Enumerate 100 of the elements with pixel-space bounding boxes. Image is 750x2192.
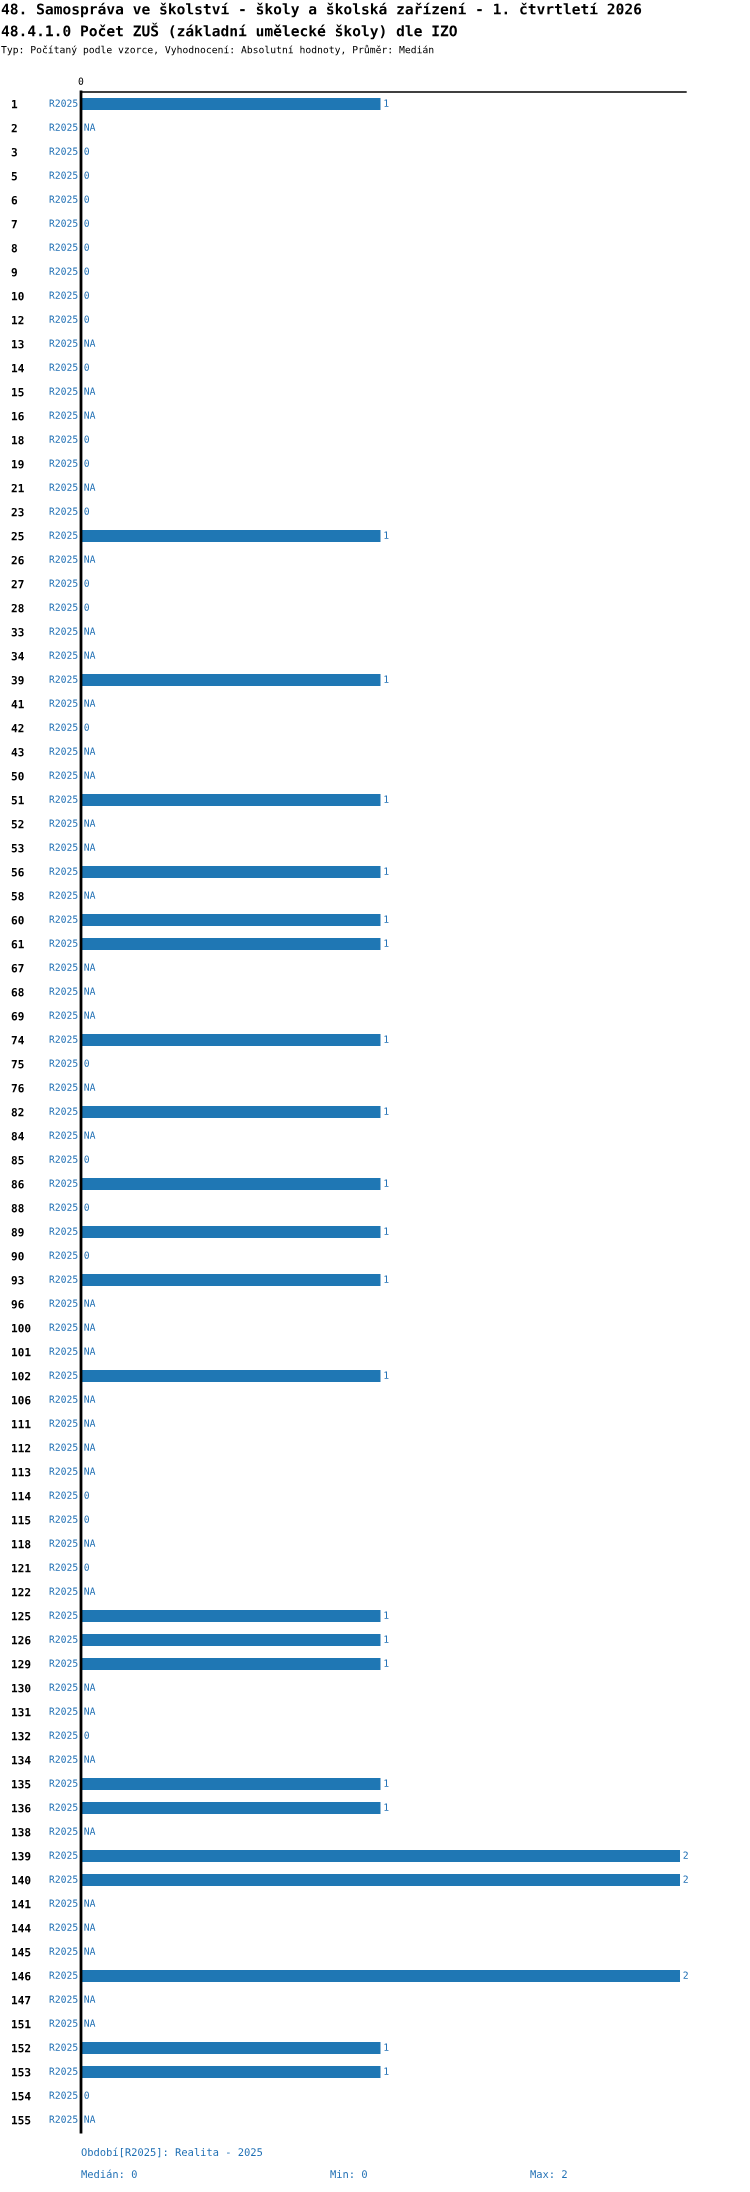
y-tick-label: 155: [12, 2116, 31, 2125]
text: R2025: [49, 915, 78, 923]
y-tick-label: 113: [12, 1467, 31, 1477]
text: R2025: [49, 339, 78, 347]
y-tick-label: 138: [12, 1827, 31, 1837]
text: NA: [84, 339, 96, 347]
y-tick-label: 139: [12, 1851, 31, 1861]
y-tick-label: 5: [11, 172, 17, 181]
series-label: R2025: [49, 99, 78, 107]
y-tick-label: 1: [12, 100, 18, 109]
y-tick-label: 134: [12, 1755, 31, 1765]
text: Min: 0: [330, 2169, 367, 2179]
text: R2025: [49, 1539, 78, 1547]
y-tick-label: 51: [11, 796, 24, 805]
text: R2025: [49, 939, 78, 947]
data-label: 0: [84, 363, 89, 371]
y-tick-label: 39: [11, 675, 24, 685]
text: R2025: [49, 1395, 78, 1403]
text: NA: [84, 1923, 96, 1931]
y-tick-label: 33: [11, 627, 24, 637]
text: R2025: [49, 1851, 78, 1859]
y-tick-label: 60: [11, 915, 24, 925]
text: R2025: [49, 771, 78, 779]
y-tick-label: 58: [11, 891, 24, 901]
data-label: 0: [84, 291, 89, 299]
y-tick-label: 106: [12, 1395, 31, 1405]
text: Typ: Počítaný podle vzorce, Vyhodnocení: Absolutní hodnoty, Průměr: Medián: [1, 44, 434, 56]
text: NA: [84, 843, 96, 851]
y-tick-label: 75: [11, 1060, 24, 1069]
y-tick-label: 26: [11, 555, 24, 565]
text: NA: [84, 1299, 96, 1307]
text: R2025: [49, 819, 78, 827]
text: R2025: [49, 1011, 78, 1019]
y-tick-label: 145: [12, 1948, 31, 1957]
text: R2025: [49, 1203, 78, 1211]
y-tick-label: 15: [12, 388, 24, 397]
data-label: 1: [384, 1035, 389, 1043]
text: R2025: [49, 1251, 78, 1259]
text: Období[R2025]: Realita - 2025: [81, 2147, 263, 2158]
text: R2025: [49, 699, 78, 707]
y-tick-label: 43: [11, 747, 24, 757]
text: R2025: [49, 1443, 78, 1451]
data-label: 1: [384, 1275, 389, 1283]
y-tick-label: 3: [11, 147, 17, 157]
y-tick-label: 115: [12, 1516, 31, 1525]
y-tick-label: 89: [11, 1227, 24, 1237]
y-tick-label: 14: [12, 364, 24, 373]
y-tick-label: 141: [12, 1900, 31, 1909]
y-tick-label: 93: [11, 1275, 24, 1285]
y-tick-label: 42: [11, 723, 24, 733]
text: R2025: [49, 147, 78, 155]
text: R2025: [49, 531, 78, 539]
text: R2025: [49, 243, 78, 251]
data-label: 0: [84, 315, 89, 323]
text: NA: [84, 1323, 96, 1331]
y-tick-label: 53: [11, 843, 24, 853]
text: R2025: [49, 315, 78, 323]
data-label: 0: [84, 507, 89, 515]
text: R2025: [49, 1875, 78, 1883]
y-tick-label: 50: [11, 771, 24, 781]
text: R2025: [49, 1779, 78, 1787]
text: R2025: [49, 387, 78, 395]
y-tick-label: 151: [12, 2020, 31, 2029]
text: NA: [84, 1827, 96, 1835]
y-tick-label: 61: [11, 939, 24, 949]
text: R2025: [49, 555, 78, 563]
text: R2025: [49, 1995, 78, 2003]
y-tick-label: 129: [12, 1659, 31, 1669]
data-label: 1: [384, 1803, 389, 1811]
y-tick-label: 146: [12, 1971, 31, 1981]
text: R2025: [49, 723, 78, 731]
y-tick-label: 154: [12, 2092, 31, 2101]
y-tick-label: 8: [11, 243, 17, 253]
y-tick-label: 27: [11, 579, 24, 589]
text: 0: [78, 77, 84, 85]
data-label: 0: [84, 1731, 89, 1739]
text: R2025: [49, 1563, 78, 1571]
data-label: 1: [384, 939, 389, 947]
text: R2025: [49, 627, 78, 635]
text: R2025: [49, 1611, 78, 1619]
data-label: 1: [384, 915, 389, 923]
text: NA: [84, 1347, 96, 1355]
text: NA: [84, 699, 96, 707]
data-label: 0: [84, 1155, 89, 1163]
text: R2025: [49, 1587, 78, 1595]
text: NA: [84, 1131, 96, 1139]
text: R2025: [49, 1467, 78, 1475]
text: NA: [84, 1899, 96, 1907]
y-tick-label: 28: [11, 603, 24, 613]
y-tick-label: 153: [12, 2067, 31, 2077]
text: NA: [84, 483, 96, 491]
text: R2025: [49, 507, 78, 515]
data-label: 0: [84, 267, 89, 275]
data-label: 0: [84, 1491, 89, 1499]
chart-title: 48. Samospráva ve školství - školy a školská zařízení - 1. čtvrtletí 2026: [1, 2, 642, 18]
text: R2025: [49, 1635, 78, 1643]
data-label: 0: [84, 195, 89, 203]
y-tick-label: 101: [12, 1347, 31, 1357]
data-label: 1: [384, 1227, 389, 1235]
text: R2025: [49, 291, 78, 299]
